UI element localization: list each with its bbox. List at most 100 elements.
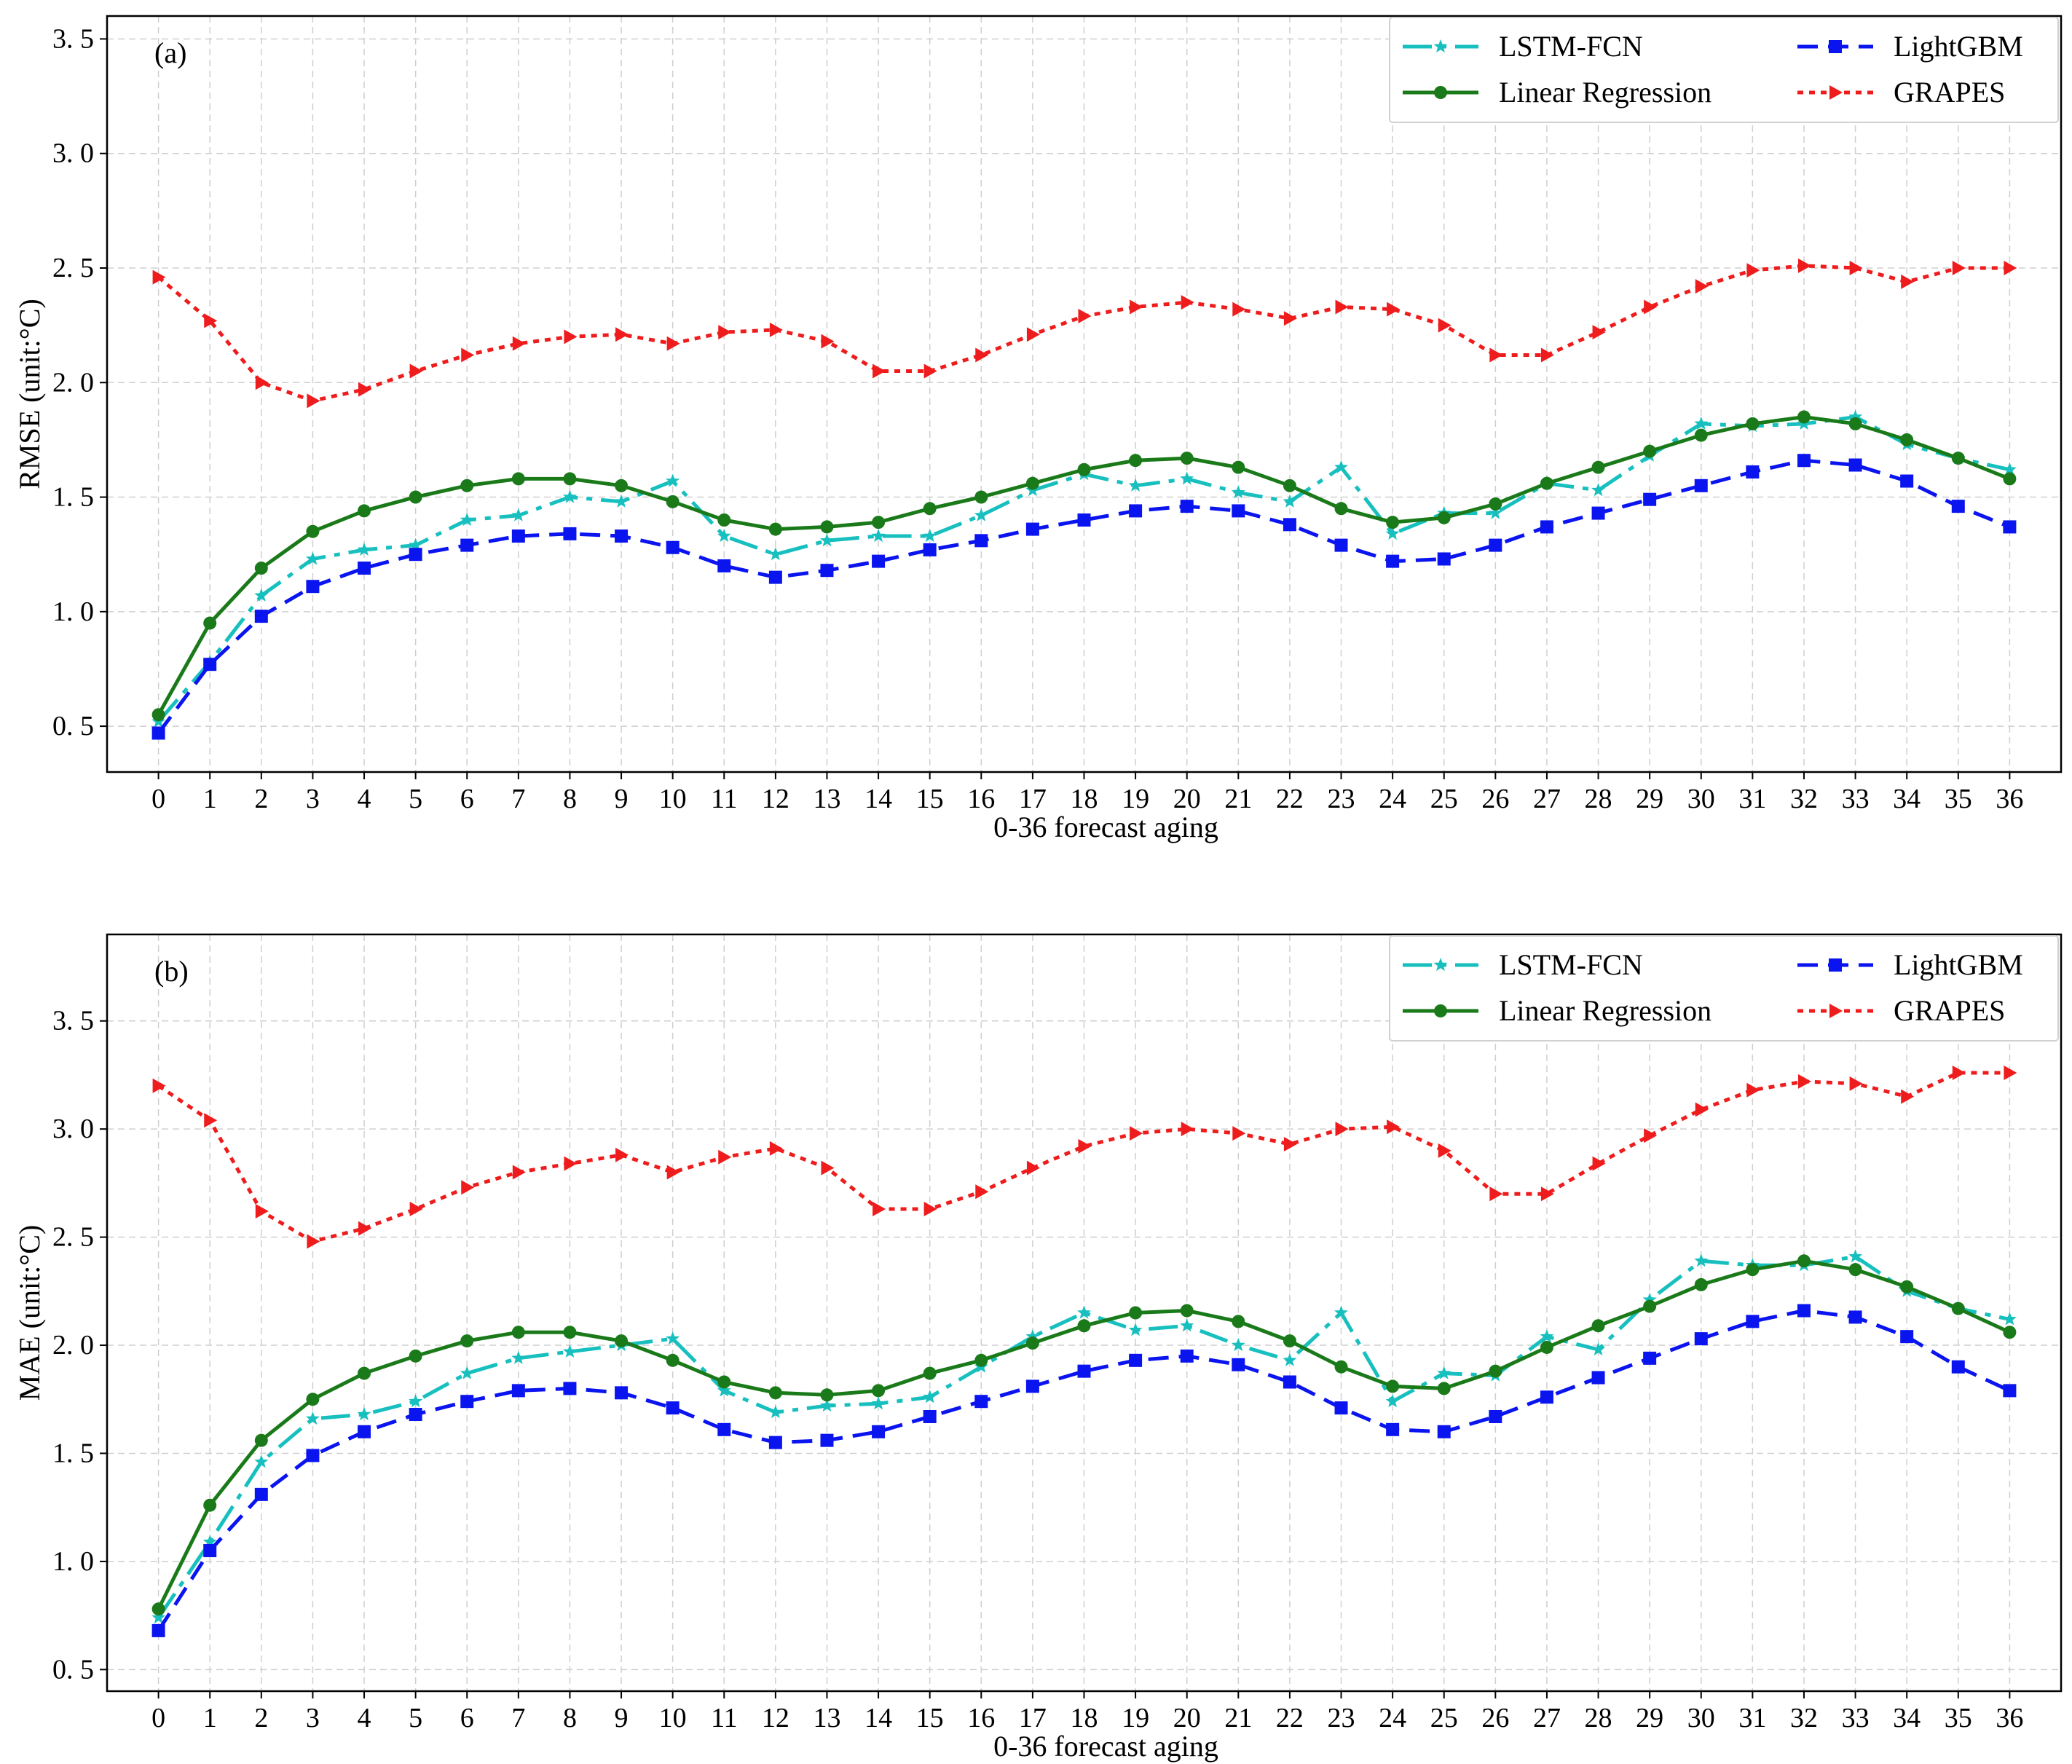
lstm-fcn-point (562, 1344, 577, 1358)
linear-regression-point (460, 479, 474, 492)
legend-lstm-fcn-label: LSTM-FCN (1499, 30, 1643, 63)
grapes-point (1130, 1126, 1143, 1141)
linear-regression-point (1951, 1302, 1965, 1315)
grapes-point (409, 1202, 423, 1217)
linear-regression-point (768, 522, 782, 536)
lightgbm-point (1746, 1315, 1760, 1328)
lstm-fcn-point (562, 489, 577, 503)
legend-lightgbm-label: LightGBM (1894, 30, 2023, 63)
linear-regression-point (1848, 1263, 1862, 1277)
x-tick-label: 18 (1071, 1703, 1098, 1733)
x-tick-label: 25 (1430, 784, 1458, 814)
lstm-fcn-point (2002, 462, 2017, 476)
x-tick-label: 28 (1585, 1703, 1612, 1733)
x-tick-label: 20 (1173, 784, 1201, 814)
lightgbm-point (2003, 1384, 2017, 1398)
x-tick-label: 12 (762, 784, 789, 814)
lightgbm-point (1180, 500, 1194, 513)
lstm-fcn-point (1694, 416, 1709, 430)
linear-regression-point (2003, 472, 2017, 486)
lightgbm-point (923, 1409, 937, 1423)
lstm-fcn-point (409, 538, 423, 551)
grapes-point (1952, 261, 1966, 275)
x-tick-label: 33 (1842, 1703, 1870, 1733)
grapes-point (1592, 1156, 1606, 1171)
lstm-fcn-point (1540, 1329, 1554, 1343)
rmse-chart: 0. 51. 01. 52. 02. 53. 03. 50 1 2 3 4 5 6 7 8 9 10… (13, 15, 2063, 843)
lstm-fcn-point (1591, 1342, 1606, 1356)
lightgbm-point (872, 1425, 886, 1438)
grapes-point (1644, 1128, 1658, 1143)
lightgbm-point (615, 1386, 629, 1400)
legend-lightgbm-label: LightGBM (1894, 948, 2023, 981)
lightgbm-point (2003, 520, 2017, 534)
x-tick-label: 23 (1328, 784, 1355, 814)
linear-regression-point (923, 1366, 937, 1380)
lstm-fcn-point (666, 473, 680, 487)
lightgbm-point (1129, 504, 1143, 518)
linear-regression-point (872, 516, 886, 529)
x-tick-label: 2 (254, 1703, 268, 1733)
lstm-fcn-point (820, 1398, 834, 1412)
lightgbm-point (460, 538, 474, 552)
lightgbm-point (717, 559, 731, 572)
grapes-point (152, 269, 166, 285)
grapes-point (923, 1202, 937, 1217)
lightgbm-point (254, 1487, 268, 1501)
lstm-fcn-point (1128, 478, 1143, 492)
linear-regression-point (409, 1349, 422, 1363)
grapes-point (1592, 325, 1606, 340)
grapes-point (1181, 295, 1194, 310)
legend-grapes-marker (1829, 1004, 1843, 1018)
x-tick-label: 36 (1996, 784, 2023, 814)
lstm-fcn-point (1180, 471, 1194, 485)
lightgbm-point (1951, 500, 1965, 513)
lstm-fcn-point (923, 529, 937, 543)
lstm-fcn-point (1437, 1366, 1451, 1379)
y-tick-label: 1. 0 (52, 1546, 94, 1577)
linear-regression-point (409, 490, 422, 504)
x-tick-label: 26 (1481, 1703, 1509, 1733)
grapes-point (152, 1078, 166, 1093)
x-tick-label: 9 (615, 784, 629, 814)
y-tick-label: 0. 5 (52, 711, 94, 741)
linear-regression-point (666, 1353, 679, 1367)
legend-grapes-label: GRAPES (1894, 76, 2005, 109)
lstm-fcn-point (923, 1390, 937, 1403)
lightgbm-point (1129, 1353, 1143, 1367)
x-tick-label: 13 (813, 784, 840, 814)
linear-regression-point (615, 479, 629, 492)
lightgbm-point (1643, 492, 1657, 506)
lightgbm-point (1900, 1330, 1914, 1344)
grapes-point (1489, 1186, 1503, 1202)
grapes-point (872, 1202, 886, 1217)
y-tick-label: 3. 0 (52, 138, 94, 169)
linear-regression-point (1489, 497, 1502, 511)
lstm-fcn-point (768, 1405, 783, 1419)
lightgbm-point (872, 554, 886, 568)
lstm-fcn-point (357, 542, 371, 556)
grapes-point (1232, 1126, 1246, 1141)
lstm-fcn-point (511, 508, 526, 521)
linear-regression-point (563, 1326, 577, 1339)
lstm-fcn-point (974, 508, 988, 521)
lstm-fcn-point (1231, 1338, 1245, 1352)
linear-regression-point (974, 1353, 988, 1367)
grapes-point (2004, 261, 2017, 275)
x-tick-label: 32 (1790, 1703, 1818, 1733)
lstm-fcn-point (1128, 1323, 1143, 1336)
x-tick-label: 8 (563, 784, 577, 814)
grapes-point (2004, 1065, 2017, 1080)
linear-regression-point (1077, 1319, 1091, 1333)
x-tick-label: 16 (967, 1703, 995, 1733)
x-tick-label: 26 (1481, 784, 1509, 814)
x-tick-label: 15 (916, 784, 944, 814)
grapes-point (821, 1160, 835, 1176)
linear-regression-point (1540, 476, 1553, 490)
grapes-point (1078, 309, 1092, 324)
x-tick-label: 29 (1636, 1703, 1663, 1733)
legend-box (1389, 935, 2059, 1042)
grapes-point (564, 1156, 578, 1171)
lightgbm-point (409, 1408, 422, 1422)
